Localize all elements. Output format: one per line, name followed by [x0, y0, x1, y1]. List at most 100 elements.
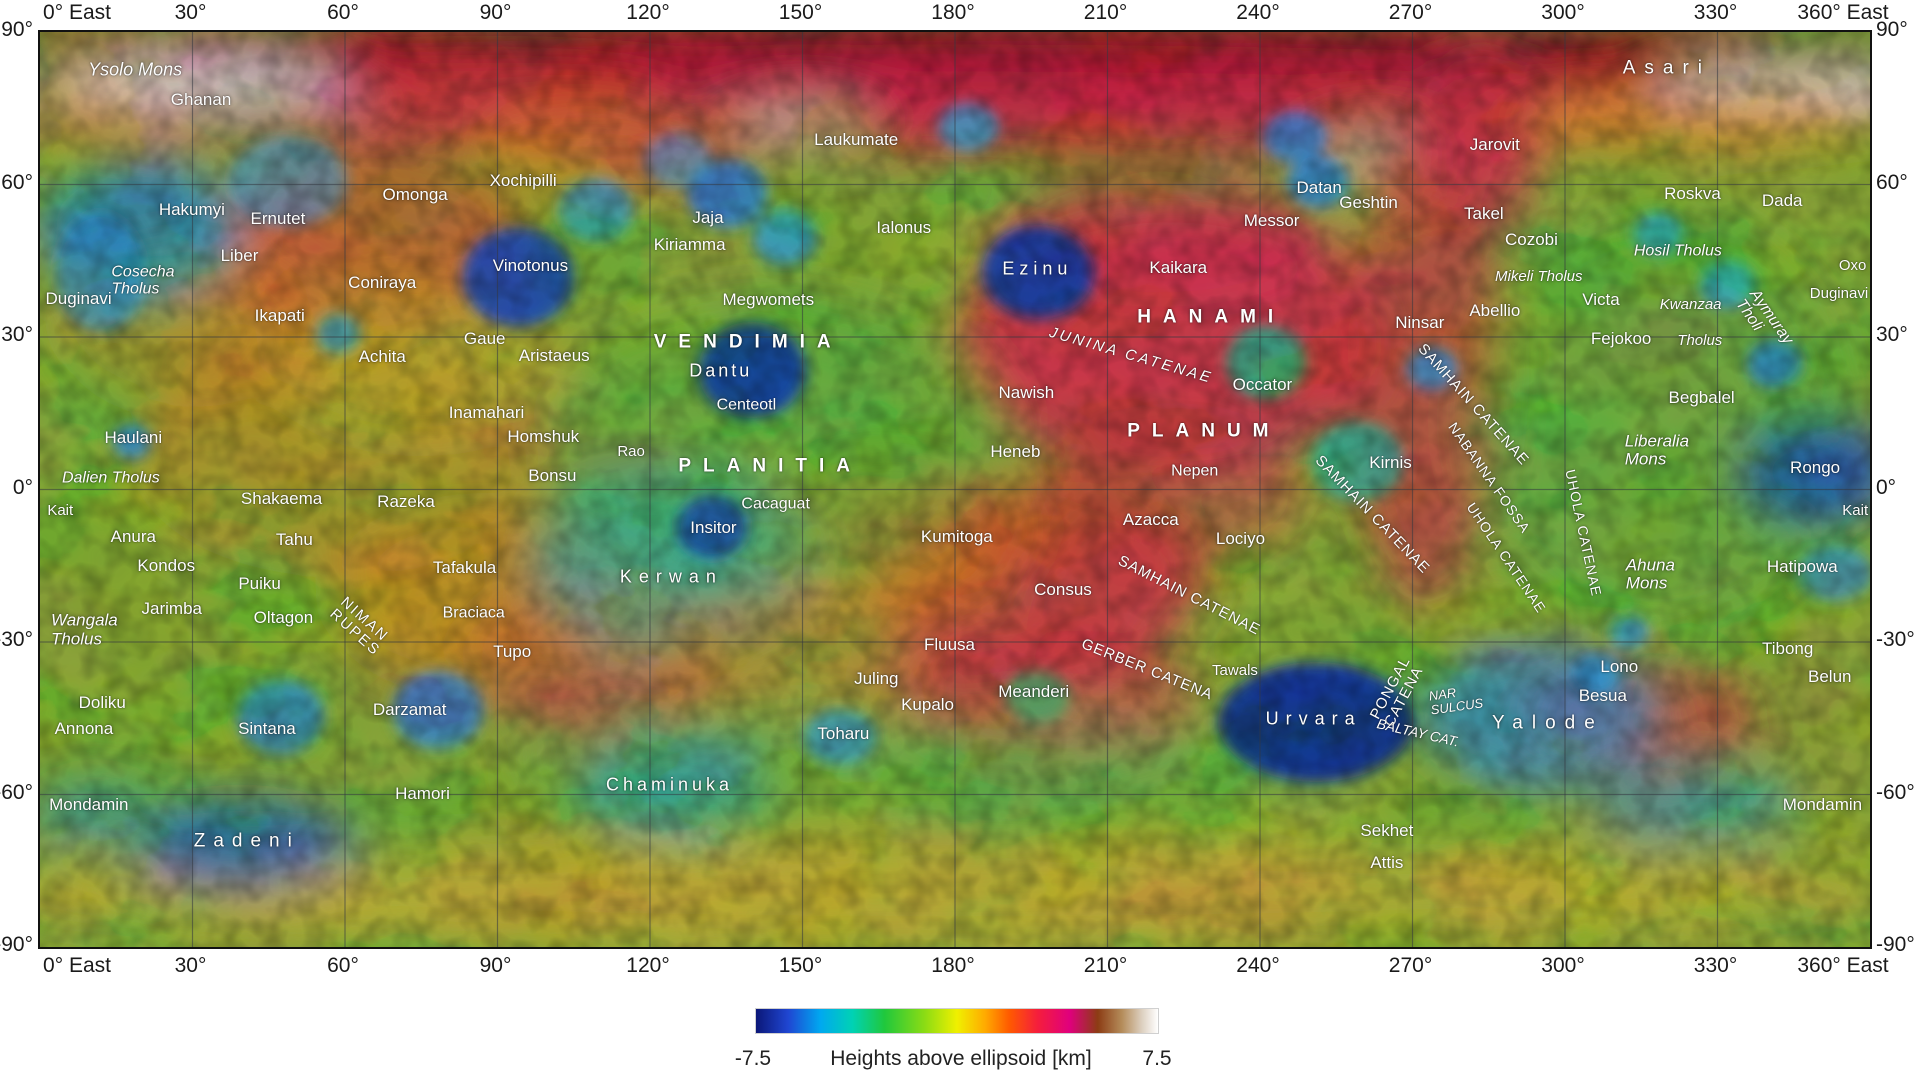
map-label: Datan: [1296, 177, 1342, 197]
top-axis-longitude-label: 240°: [1236, 1, 1280, 24]
map-label: Yalode: [1492, 712, 1604, 734]
map-label: Bonsu: [528, 465, 577, 485]
top-axis-longitude-label: 120°: [626, 1, 670, 24]
bottom-axis-longitude-label: 210°: [1083, 954, 1128, 977]
bottom-axis-longitude-label: 300°: [1541, 954, 1585, 977]
map-label: Shakaema: [240, 488, 323, 508]
map-label: Coniraya: [348, 272, 417, 292]
map-label: Vinotonus: [492, 256, 569, 276]
bottom-axis-longitude-label: 270°: [1388, 954, 1433, 977]
map-label: Kait: [47, 501, 74, 519]
map-label: Anura: [110, 526, 157, 546]
map-label: Annona: [54, 719, 114, 739]
map-label-line: Mons: [1624, 450, 1667, 470]
map-label: Besua: [1578, 686, 1627, 706]
map-label: Ninsar: [1395, 312, 1445, 332]
map-label: Ernutet: [250, 208, 306, 228]
map-label: Xochipilli: [489, 170, 557, 190]
map-label-line: Ahuna: [1625, 555, 1675, 575]
bottom-axis-longitude-label: 60°: [327, 954, 359, 977]
map-label: VENDIMIA: [653, 331, 843, 353]
map-label: Takel: [1464, 203, 1504, 223]
map-label: Mondamin: [1782, 794, 1863, 814]
bottom-axis-longitude-label: 240°: [1236, 954, 1280, 977]
map-label: Liber: [220, 245, 259, 265]
graticule-grid: [40, 32, 1870, 947]
map-label: Fejokoo: [1590, 329, 1652, 349]
top-axis-longitude-label: 0° East: [43, 1, 111, 24]
map-label: Attis: [1370, 852, 1404, 872]
map-label: Hakumyi: [158, 200, 225, 220]
top-axis-longitude-label: 210°: [1083, 1, 1128, 24]
right-axis-latitude-label: 0°: [1876, 475, 1897, 499]
map-label: Tibong: [1761, 638, 1814, 658]
map-label: Puiku: [238, 573, 281, 593]
map-label: Begbalel: [1668, 387, 1735, 407]
map-label: Laukumate: [814, 129, 899, 149]
map-label: Jaja: [692, 207, 724, 227]
map-label-line: Liberalia: [1624, 431, 1690, 451]
map-label: Hosil Tholus: [1633, 242, 1722, 260]
map-label: Oltagon: [253, 607, 314, 627]
left-axis-latitude-label: 0°: [12, 475, 33, 499]
map-label: Belun: [1807, 666, 1852, 686]
map-label-line: Wangala: [50, 611, 118, 631]
top-axis-longitude-label: 270°: [1388, 1, 1433, 24]
map-label: Liberalia Mons: [1624, 431, 1690, 470]
map-label: Jarovit: [1469, 134, 1520, 154]
map-label: Roskva: [1664, 183, 1721, 203]
map-label: Kait: [1842, 501, 1869, 519]
bottom-axis-longitude-label: 120°: [626, 954, 670, 977]
map-label: Kirnis: [1369, 452, 1412, 472]
map-label: Abellio: [1469, 300, 1521, 320]
map-label: Heneb: [990, 441, 1041, 461]
map-label: Dada: [1761, 191, 1803, 211]
map-label: Ialonus: [876, 217, 932, 237]
map-label: Wangala Tholus: [50, 611, 118, 649]
map-label: HANAMI: [1137, 307, 1286, 329]
map-label-line: Tholus: [111, 280, 160, 298]
map-label: Azacca: [1122, 509, 1179, 529]
map-label: Kondos: [137, 556, 196, 576]
map-label-line: Cosecha: [111, 263, 175, 281]
top-axis-longitude-label: 60°: [327, 1, 359, 24]
map-label: Toharu: [817, 723, 870, 743]
left-axis-latitude-label: 90°: [1, 18, 33, 41]
bottom-axis-longitude-label: 150°: [778, 954, 823, 977]
map-panel: Ysolo Mons Ghanan Asari Laukumate Jarovit Omo…: [38, 30, 1872, 949]
map-label: PLANUM: [1127, 420, 1281, 442]
left-axis-latitude-label: -30°: [0, 628, 33, 651]
map-label: Homshuk: [507, 427, 580, 447]
map-label: Aristaeus: [518, 345, 590, 365]
top-axis-longitude-label: 180°: [931, 1, 975, 24]
map-label: Ahuna Mons: [1625, 555, 1675, 593]
map-label-line: Tholus: [50, 629, 102, 649]
map-label: Fluusa: [923, 634, 976, 654]
map-label: Ghanan: [170, 89, 232, 109]
topography-terrain-image: [40, 32, 1870, 947]
map-label: Kupalo: [901, 695, 955, 715]
bottom-axis-longitude-label: 180°: [931, 954, 975, 977]
map-label: Ysolo Mons: [88, 59, 183, 80]
map-label: Nawish: [998, 383, 1055, 403]
map-label: Messor: [1243, 211, 1300, 231]
map-label: Doliku: [78, 692, 126, 712]
bottom-axis-longitude-label: 90°: [479, 954, 512, 977]
map-label: Jarimba: [141, 599, 202, 619]
map-label: Hatipowa: [1766, 557, 1838, 577]
map-label: Darzamat: [372, 699, 447, 719]
map-label-line: Mons: [1625, 573, 1668, 593]
map-label: Ikapati: [254, 305, 305, 325]
map-label: Meanderi: [998, 681, 1070, 701]
map-label: Occator: [1232, 375, 1293, 395]
map-label: Lono: [1600, 656, 1639, 676]
map-label: Centeotl: [716, 396, 777, 414]
map-label: Duginavi: [1809, 284, 1869, 302]
map-label: Cosecha Tholus: [111, 264, 174, 299]
map-label: Tahu: [275, 529, 313, 549]
map-label: Cacaguat: [741, 495, 810, 513]
map-label: Tawals: [1212, 661, 1258, 679]
map-label: Sintana: [238, 719, 296, 739]
map-label: Victa: [1582, 289, 1620, 309]
